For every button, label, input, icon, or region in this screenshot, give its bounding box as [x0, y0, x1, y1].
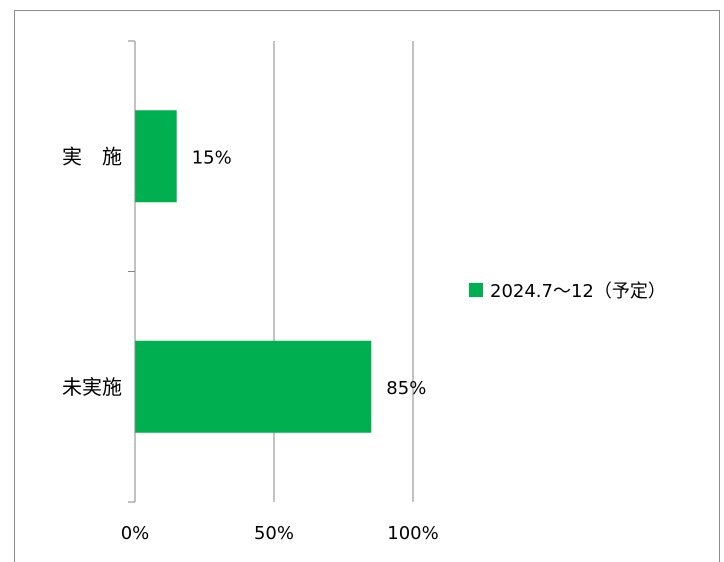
axes [128, 40, 136, 503]
x-tick-label: 100% [387, 523, 438, 544]
data-labels: 15% 85% [192, 147, 427, 399]
bar [135, 340, 372, 433]
x-tick-label: 0% [121, 523, 150, 544]
bars [135, 110, 372, 433]
category-label: 実 施 [62, 144, 122, 168]
category-label: 未実施 [62, 375, 122, 399]
bar [135, 110, 177, 203]
legend-swatch [469, 283, 483, 297]
chart-frame [14, 10, 720, 562]
x-tick-labels: 0% 50% 100% [121, 523, 439, 544]
legend-label: 2024.7～12（予定） [490, 281, 666, 302]
gridlines [273, 41, 414, 502]
x-tick-label: 50% [254, 523, 294, 544]
legend: 2024.7～12（予定） [469, 281, 666, 302]
data-label: 85% [386, 378, 426, 399]
data-label: 15% [192, 147, 232, 168]
